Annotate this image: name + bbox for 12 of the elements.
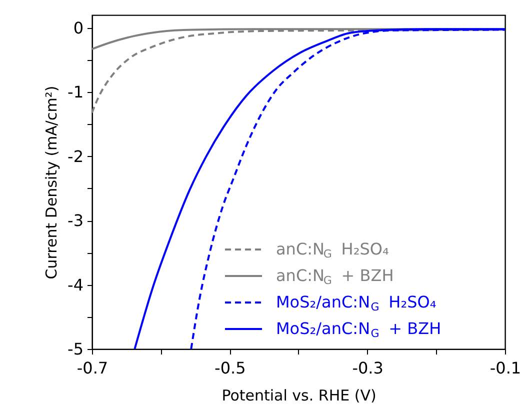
y-tick-label: -2 (68, 146, 84, 166)
x-tick-label: -0.3 (352, 358, 384, 378)
x-axis-title: Potential vs. RHE (V) (222, 386, 376, 404)
y-tick-label: -4 (68, 275, 84, 294)
y-tick-label: -3 (68, 211, 84, 230)
y-tick-label: -5 (68, 340, 84, 358)
y-tick-label: -1 (68, 82, 84, 102)
x-tick-label: -0.7 (76, 358, 108, 378)
y-axis-title: Current Density (mA/cm²) (42, 86, 61, 280)
y-tick-label: 0 (73, 18, 84, 38)
x-tick-label: -0.5 (214, 358, 246, 378)
x-tick-label: -0.1 (490, 358, 522, 378)
